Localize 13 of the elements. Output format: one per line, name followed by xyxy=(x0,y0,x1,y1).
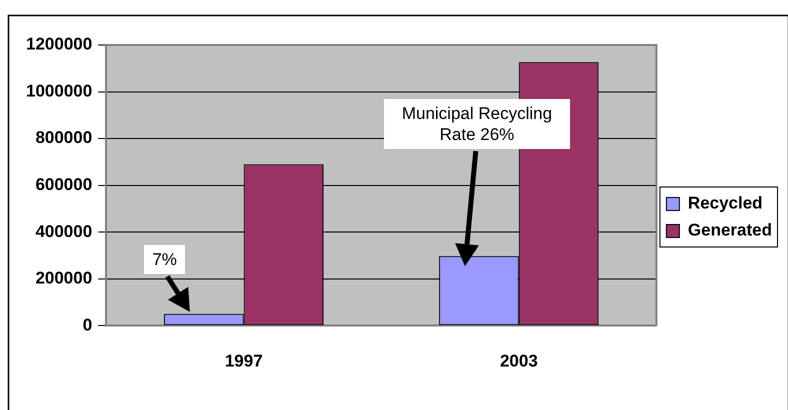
y-tick-label: 600000 xyxy=(35,174,92,194)
y-tick-label: 0 xyxy=(82,315,92,334)
x-tick-label: 2003 xyxy=(500,351,538,370)
y-tick-label: 1000000 xyxy=(26,81,92,100)
y-tick-label: 200000 xyxy=(35,268,92,288)
y-tick-label: 400000 xyxy=(35,222,92,241)
legend-label: Generated xyxy=(688,220,772,240)
y-tick-label: 1200000 xyxy=(26,34,92,54)
annotation: Municipal Recycling Rate 26% xyxy=(384,99,570,150)
annotation: 7% xyxy=(144,245,185,274)
y-tick-label: 800000 xyxy=(35,128,92,148)
legend-label: Recycled xyxy=(688,194,763,213)
x-tick-label: 1997 xyxy=(224,351,263,370)
